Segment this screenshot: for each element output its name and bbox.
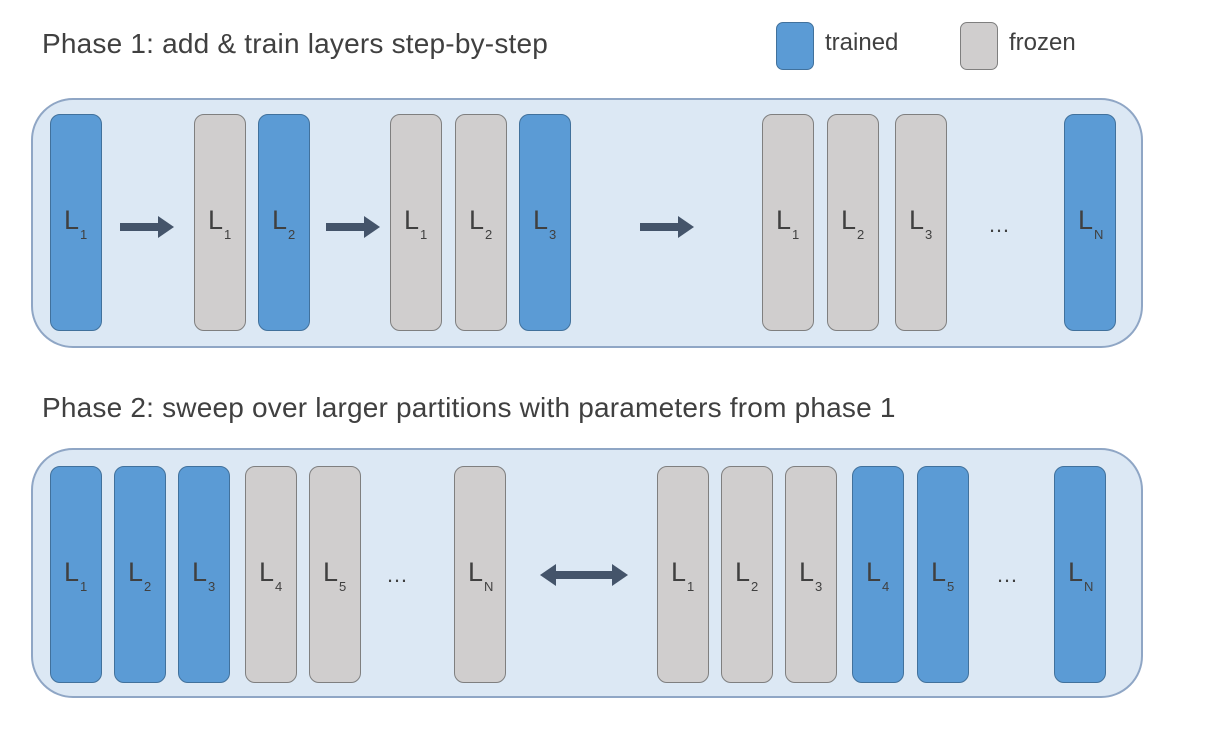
phase2-right-layer: L5 (917, 466, 969, 683)
phase1-layer: L2 (455, 114, 507, 331)
phase2-right-layer: L2 (721, 466, 773, 683)
phase1-layer: L2 (258, 114, 310, 331)
phase1-layer: L1 (762, 114, 814, 331)
legend-frozen-swatch (960, 22, 998, 70)
phase2-left-layer: L3 (178, 466, 230, 683)
phase2-left-ellipsis: … (386, 562, 411, 587)
phase2-right-layer: L1 (657, 466, 709, 683)
phase1-ellipsis: … (988, 212, 1013, 237)
phase1-layer: L2 (827, 114, 879, 331)
phase1-layer: L1 (194, 114, 246, 331)
right-arrow-icon (326, 216, 380, 238)
phase1-layer: L3 (895, 114, 947, 331)
phase2-left-layer: L4 (245, 466, 297, 683)
phase2-left-layer: L2 (114, 466, 166, 683)
phase2-right-ellipsis: … (996, 562, 1021, 587)
phase2-left-layer: LN (454, 466, 506, 683)
phase2-right-layer: L4 (852, 466, 904, 683)
phase1-layer: L3 (519, 114, 571, 331)
right-arrow-icon (640, 216, 694, 238)
phase2-right-layer: LN (1054, 466, 1106, 683)
phase1-layer: L1 (50, 114, 102, 331)
phase1-title: Phase 1: add & train layers step-by-step (42, 28, 549, 59)
legend-trained-swatch (776, 22, 814, 70)
phase2-left-layer: L5 (309, 466, 361, 683)
phase2-left-layer: L1 (50, 466, 102, 683)
legend-trained-label: trained (825, 29, 899, 56)
right-arrow-icon (120, 216, 174, 238)
phase2-title: Phase 2: sweep over larger partitions wi… (42, 392, 896, 423)
phase2-right-layer: L3 (785, 466, 837, 683)
phase1-layer: L1 (390, 114, 442, 331)
legend-frozen-label: frozen (1009, 29, 1076, 56)
double-arrow-icon (540, 564, 628, 586)
phase1-layer: LN (1064, 114, 1116, 331)
